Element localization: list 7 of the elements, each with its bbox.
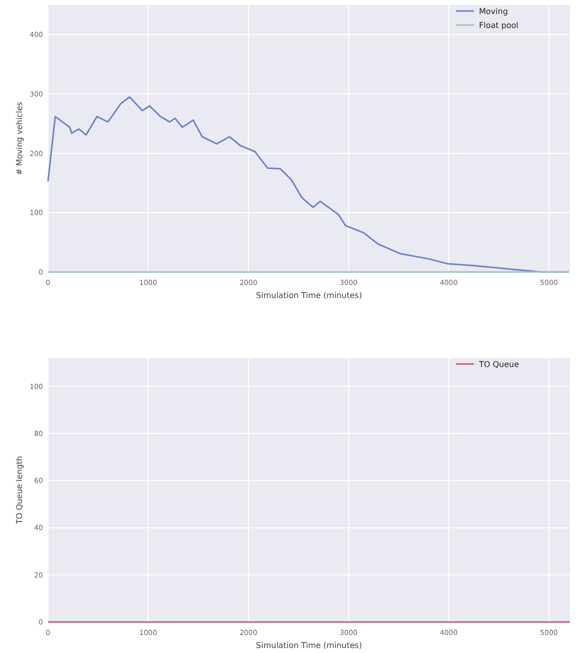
legend-label: TO Queue <box>478 360 520 369</box>
legend-label: Float pool <box>479 21 518 30</box>
y-axis-title: TO Queue length <box>15 456 24 526</box>
legend-label: Moving <box>479 7 508 16</box>
y-axis-title: # Moving vehicles <box>15 102 24 176</box>
x-axis-title: Simulation Time (minutes) <box>256 641 362 650</box>
x-axis-title: Simulation Time (minutes) <box>256 291 362 300</box>
